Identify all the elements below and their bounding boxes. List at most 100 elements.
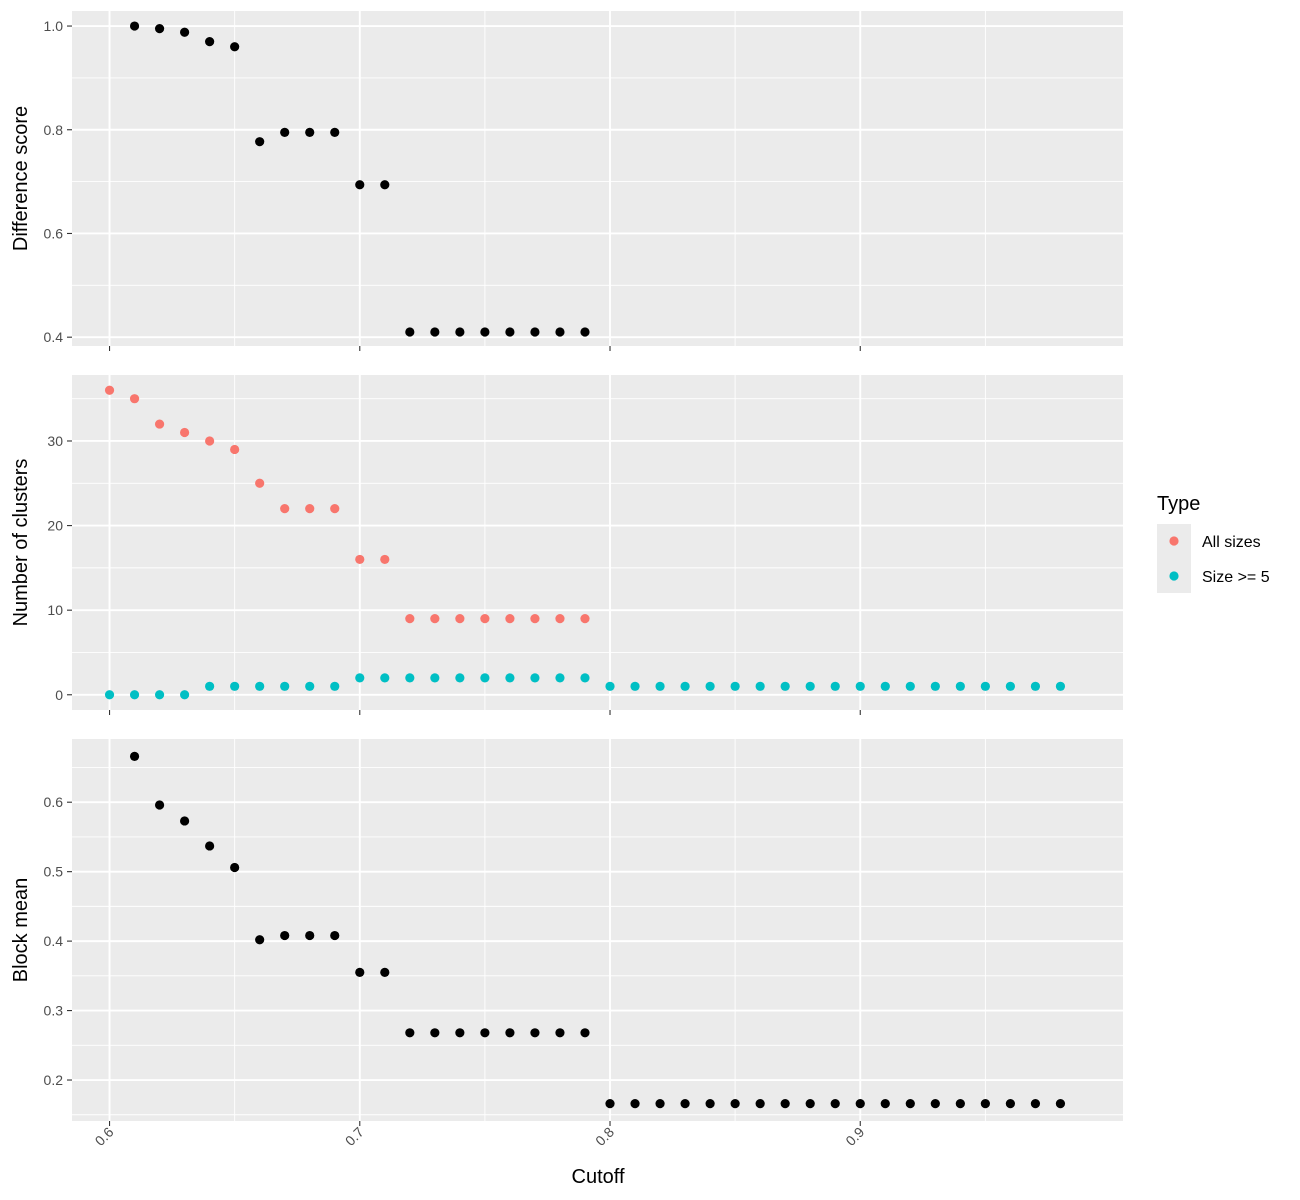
- data-point: [1005, 1099, 1015, 1109]
- panel-background: [72, 11, 1123, 346]
- data-point: [555, 1028, 565, 1038]
- data-point: [255, 935, 265, 945]
- data-point: [180, 690, 190, 700]
- data-point: [480, 614, 490, 624]
- data-point: [305, 930, 315, 941]
- data-point: [280, 504, 290, 514]
- x-tick-label: 0.6: [92, 1124, 117, 1149]
- data-point: [1055, 1099, 1066, 1109]
- x-tick-label: 0.7: [342, 1124, 367, 1149]
- y-tick-label: 0.8: [44, 122, 64, 138]
- data-point: [205, 681, 215, 691]
- data-point: [580, 327, 590, 337]
- data-point: [154, 800, 165, 810]
- data-point: [730, 1099, 740, 1109]
- data-point: [230, 862, 240, 873]
- data-point: [255, 478, 265, 488]
- data-point: [129, 394, 140, 404]
- data-point: [180, 27, 190, 37]
- y-tick-label: 0.6: [44, 794, 64, 810]
- data-point: [955, 1099, 965, 1109]
- data-point: [230, 42, 240, 52]
- data-point: [480, 673, 490, 683]
- data-point: [205, 36, 215, 47]
- data-point: [104, 690, 115, 700]
- y-tick-label: 20: [47, 518, 63, 534]
- data-point: [530, 614, 540, 624]
- data-point: [405, 1028, 415, 1038]
- data-point: [405, 673, 415, 683]
- data-point: [355, 554, 365, 565]
- data-point: [755, 681, 765, 691]
- data-point: [455, 614, 465, 624]
- y-tick-label: 0.6: [44, 225, 64, 241]
- data-point: [430, 1028, 440, 1038]
- data-point: [605, 681, 615, 691]
- data-point: [505, 327, 515, 337]
- data-point: [255, 681, 265, 691]
- data-point: [855, 1099, 865, 1109]
- data-point: [930, 1099, 940, 1109]
- data-point: [830, 681, 840, 691]
- data-point: [355, 180, 365, 190]
- data-point: [580, 1028, 590, 1038]
- data-point: [555, 614, 565, 624]
- data-point: [680, 681, 690, 691]
- y-tick-label: 0.2: [44, 1072, 64, 1088]
- data-point: [205, 841, 215, 851]
- data-point: [280, 127, 290, 137]
- data-point: [154, 24, 165, 34]
- data-point: [280, 930, 290, 941]
- panel-3: 0.2 0.3 0.4 0.5 0.6 Block mean 0.6 0.7 0.8 0.9: [10, 739, 1123, 1149]
- data-point: [855, 681, 865, 691]
- data-point: [1055, 681, 1066, 691]
- data-point: [430, 327, 440, 337]
- data-point: [180, 816, 190, 826]
- y-tick-label: 1.0: [44, 18, 64, 34]
- data-point: [880, 1099, 890, 1109]
- data-point: [530, 1028, 540, 1038]
- data-point: [630, 1099, 640, 1109]
- data-point: [330, 681, 340, 691]
- data-point: [780, 681, 790, 691]
- data-point: [154, 419, 165, 429]
- data-point: [330, 930, 340, 941]
- data-point: [980, 681, 990, 691]
- data-point: [530, 673, 540, 683]
- data-point: [305, 127, 315, 137]
- data-point: [555, 327, 565, 337]
- data-point: [205, 436, 215, 446]
- series-size-5: [104, 673, 1066, 700]
- data-point: [405, 614, 415, 624]
- series-points: [129, 21, 590, 337]
- data-point: [305, 681, 315, 691]
- legend-key-size-ge-5: [1169, 571, 1179, 581]
- data-point: [255, 137, 265, 147]
- x-tick-label: 0.8: [592, 1124, 617, 1149]
- data-point: [655, 1099, 665, 1109]
- data-point: [330, 504, 340, 514]
- data-point: [405, 327, 415, 337]
- data-point: [455, 673, 465, 683]
- y-tick-label: 0.5: [44, 864, 64, 880]
- data-point: [480, 1028, 490, 1038]
- data-point: [330, 127, 340, 137]
- data-point: [280, 681, 290, 691]
- data-point: [104, 385, 115, 395]
- series-all-sizes: [104, 385, 590, 624]
- data-point: [380, 554, 390, 565]
- y-tick-label: 0.4: [44, 329, 64, 345]
- y-axis-title: Difference score: [10, 106, 32, 251]
- data-point: [154, 690, 165, 700]
- data-point: [480, 327, 490, 337]
- data-point: [905, 681, 915, 691]
- data-point: [555, 673, 565, 683]
- data-point: [129, 751, 140, 761]
- y-tick-label: 0.3: [44, 1003, 64, 1019]
- data-point: [430, 614, 440, 624]
- data-point: [680, 1099, 690, 1109]
- data-point: [455, 327, 465, 337]
- data-point: [780, 1099, 790, 1109]
- data-point: [380, 967, 390, 977]
- data-point: [505, 673, 515, 683]
